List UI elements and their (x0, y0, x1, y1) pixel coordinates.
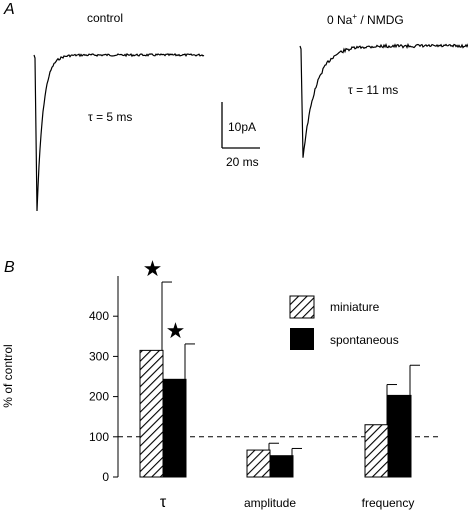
bar-spontaneous (269, 455, 294, 478)
y-tick-label: 0 (102, 470, 109, 484)
control-label: control (87, 11, 123, 25)
legend: miniature spontaneous (289, 295, 399, 350)
bar-miniature (246, 449, 271, 478)
tau-treatment-label: τ = 11 ms (348, 83, 398, 97)
scale-time-label: 20 ms (226, 155, 259, 169)
y-tick-label: 300 (89, 349, 109, 363)
y-tick-label: 100 (89, 430, 109, 444)
y-axis-label: % of control (1, 344, 15, 407)
legend-label-spontaneous: spontaneous (330, 333, 399, 347)
bar-miniature (364, 424, 389, 478)
scale-bar: 10pA 20 ms (221, 102, 260, 169)
significance-star: ★ (143, 256, 163, 281)
bars: ★★ (139, 256, 420, 478)
bar-spontaneous (162, 378, 187, 478)
x-axis-labels: τ amplitude frequency (160, 494, 415, 511)
bar-spontaneous (387, 394, 412, 478)
legend-swatch-spontaneous (290, 328, 314, 350)
legend-label-miniature: miniature (330, 300, 380, 314)
scale-current-label: 10pA (228, 120, 256, 134)
panel-a: A control 0 Na+ / NMDG τ = 5 ms τ = 11 m… (3, 1, 468, 212)
tau-control-label: τ = 5 ms (88, 110, 132, 124)
y-tick-label: 200 (89, 390, 109, 404)
control-trace (33, 52, 205, 212)
panel-b-label: B (4, 259, 15, 276)
panel-a-label: A (3, 1, 15, 18)
treatment-trace (299, 42, 468, 158)
x-category-label: frequency (362, 496, 415, 510)
significance-star: ★ (166, 318, 186, 343)
legend-swatch-miniature (289, 295, 315, 319)
y-axis-ticks: 0 100 200 300 400 (89, 309, 118, 484)
treatment-label: 0 Na+ / NMDG (327, 12, 404, 27)
bar-miniature (139, 349, 164, 478)
x-category-label: amplitude (244, 496, 296, 510)
y-tick-label: 400 (89, 309, 109, 323)
x-category-label: τ (160, 494, 167, 511)
